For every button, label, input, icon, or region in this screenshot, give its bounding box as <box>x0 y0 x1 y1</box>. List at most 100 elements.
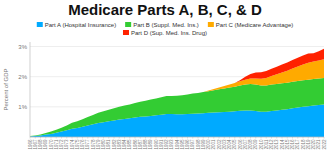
legend-label: Part B (Suppl. Med. Ins.) <box>133 22 199 28</box>
x-tick-label: 1986 <box>133 139 138 150</box>
x-tick-label: 1995 <box>180 139 185 150</box>
x-tick <box>119 137 120 139</box>
x-tick <box>140 137 141 139</box>
x-axis-line <box>30 136 324 137</box>
grid-line <box>30 46 324 47</box>
legend: Part A (Hospital Insurance) Part B (Suppl… <box>37 22 293 36</box>
x-tick <box>82 137 83 139</box>
x-tick-label: 2021 <box>316 139 321 150</box>
x-tick <box>255 137 256 139</box>
x-tick-label: 2005 <box>232 139 237 150</box>
x-tick-label: 2009 <box>253 139 258 150</box>
area <box>30 49 324 136</box>
x-tick <box>234 137 235 139</box>
areas <box>30 49 324 137</box>
x-tick-label: 2013 <box>274 139 279 150</box>
x-tick-label: 1980 <box>101 139 106 150</box>
x-tick-label: 2010 <box>259 139 264 150</box>
x-tick <box>171 137 172 139</box>
legend-item: Part B (Suppl. Med. Ins.) <box>125 22 199 28</box>
x-tick <box>35 137 36 139</box>
x-tick <box>177 137 178 139</box>
x-tick <box>229 137 230 139</box>
x-tick <box>313 137 314 139</box>
x-tick <box>145 137 146 139</box>
x-tick <box>245 137 246 139</box>
x-tick <box>66 137 67 139</box>
x-tick-label: 1997 <box>190 139 195 150</box>
x-tick-label: 2016 <box>290 139 295 150</box>
x-tick-label: 1985 <box>127 139 132 150</box>
x-tick <box>77 137 78 139</box>
x-tick-label: 2008 <box>248 139 253 150</box>
x-tick-label: 2015 <box>285 139 290 150</box>
x-tick-label: 2011 <box>264 139 269 149</box>
x-tick-label: 2001 <box>211 139 216 150</box>
x-tick-label: 2007 <box>243 139 248 150</box>
y-axis-line <box>30 42 31 137</box>
x-tick <box>240 137 241 139</box>
grid <box>30 47 324 137</box>
x-tick-label: 1966 <box>28 139 33 150</box>
x-tick-label: 1967 <box>33 139 38 150</box>
x-tick-label: 1990 <box>154 139 159 150</box>
x-tick-label: 1994 <box>175 139 180 150</box>
x-tick <box>287 137 288 139</box>
x-tick <box>282 137 283 139</box>
legend-label: Part A (Hospital Insurance) <box>45 22 116 28</box>
x-tick <box>303 137 304 139</box>
legend-label: Part D (Sup. Med. Ins. Drug) <box>131 30 207 36</box>
x-tick-label: 2003 <box>222 139 227 150</box>
x-tick-label: 1982 <box>112 139 117 150</box>
x-tick-label: 1984 <box>122 139 127 150</box>
x-tick <box>150 137 151 139</box>
x-tick-label: 1989 <box>148 139 153 150</box>
x-tick <box>297 137 298 139</box>
legend-swatch <box>208 22 214 27</box>
y-axis-label: Percent of GDP <box>3 68 9 110</box>
x-tick-label: 1972 <box>59 139 64 150</box>
x-tick-label: 1976 <box>80 139 85 150</box>
x-tick-label: 2000 <box>206 139 211 150</box>
x-tick <box>182 137 183 139</box>
x-tick-label: 1973 <box>64 139 69 150</box>
x-tick-label: 1987 <box>138 139 143 150</box>
x-tick <box>114 137 115 139</box>
x-tick-label: 1974 <box>70 139 75 150</box>
x-tick <box>261 137 262 139</box>
x-tick <box>129 137 130 139</box>
x-tick <box>108 137 109 139</box>
x-tick <box>51 137 52 139</box>
legend-label: Part C (Medicare Advantage) <box>216 22 293 28</box>
x-tick-label: 2018 <box>301 139 306 150</box>
x-tick-label: 1992 <box>164 139 169 150</box>
x-tick-label: 1998 <box>196 139 201 150</box>
x-tick <box>208 137 209 139</box>
x-tick <box>40 137 41 139</box>
x-tick-label: 1977 <box>85 139 90 150</box>
x-tick <box>166 137 167 139</box>
legend-item: Part C (Medicare Advantage) <box>208 22 293 28</box>
x-tick <box>318 137 319 139</box>
x-tick <box>308 137 309 139</box>
x-tick-label: 2020 <box>311 139 316 150</box>
x-tick <box>161 137 162 139</box>
legend-item: Part A (Hospital Insurance) <box>37 22 116 28</box>
x-tick <box>156 137 157 139</box>
x-tick <box>56 137 57 139</box>
grid-line <box>30 136 324 137</box>
x-tick-label: 1993 <box>169 139 174 150</box>
x-tick-label: 2006 <box>238 139 243 150</box>
x-tick-label: 2004 <box>227 139 232 150</box>
x-tick <box>98 137 99 139</box>
x-tick-label: 2002 <box>217 139 222 150</box>
x-tick <box>192 137 193 139</box>
x-tick <box>324 137 325 139</box>
x-tick <box>266 137 267 139</box>
x-tick <box>72 137 73 139</box>
x-tick <box>292 137 293 139</box>
x-tick <box>224 137 225 139</box>
x-tick <box>124 137 125 139</box>
legend-swatch <box>123 30 129 35</box>
x-tick-label: 1978 <box>91 139 96 150</box>
